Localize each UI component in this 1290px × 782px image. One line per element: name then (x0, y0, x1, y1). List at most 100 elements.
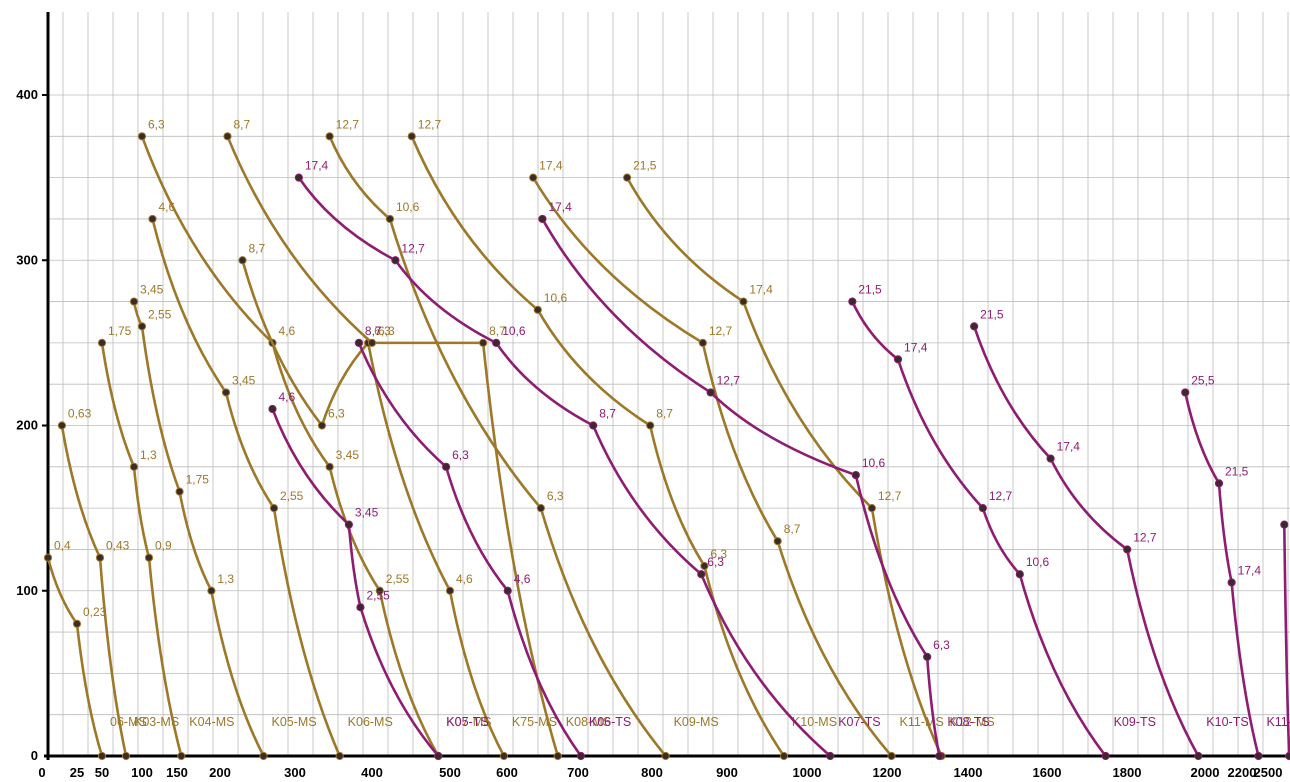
series-name: K05-MS (272, 715, 317, 729)
series-k08-ts: 17,4 12,7 10,6 6,3 K08-TS (538, 200, 990, 761)
y-tick-label: 100 (16, 583, 38, 598)
data-point (95, 553, 105, 562)
series-k04-ms: 1,75 1,3 0,9 K04-MS (97, 324, 234, 761)
point-label: 8,7 (489, 324, 506, 338)
point-label: 1,3 (140, 448, 157, 462)
series-k12-ms: 21,5 17,4 12,7 K12-MS (623, 159, 995, 761)
series-line (226, 135, 560, 757)
data-point (148, 214, 157, 224)
x-tick-label: 900 (716, 765, 738, 780)
point-label: 17,4 (548, 200, 572, 214)
x-tick-label: 1000 (793, 765, 822, 780)
point-label: 25,5 (1191, 373, 1215, 387)
data-point (553, 751, 562, 761)
data-point (1181, 388, 1190, 397)
data-point (1214, 479, 1224, 488)
y-tick-label: 300 (16, 252, 38, 267)
data-point (221, 388, 231, 397)
series-name: K11-TS (1266, 715, 1290, 729)
point-label: 6,3 (328, 407, 345, 421)
series-line (532, 176, 893, 757)
data-point (144, 553, 154, 562)
point-label: 12,7 (878, 489, 902, 503)
point-label: 4,6 (514, 572, 531, 586)
data-point (851, 470, 860, 480)
data-point (325, 132, 334, 141)
data-point (137, 132, 147, 141)
point-label: 4,6 (279, 324, 296, 338)
x-tick-label: 1200 (873, 765, 902, 780)
series-name: K10-TS (1206, 715, 1248, 729)
point-label: 0,63 (68, 407, 92, 421)
data-point (576, 751, 586, 761)
data-point (867, 504, 877, 513)
series-line (1183, 392, 1260, 757)
x-tick-label: 0 (38, 765, 45, 780)
series-line (541, 218, 941, 757)
data-point (700, 561, 709, 571)
data-point (538, 214, 547, 224)
point-label: 12,7 (336, 117, 360, 131)
data-point (177, 751, 186, 761)
point-label: 3,45 (232, 373, 256, 387)
data-point (1194, 751, 1203, 761)
x-tick-label: 1400 (954, 765, 983, 780)
x-tick-label: 800 (641, 765, 663, 780)
data-point (57, 421, 67, 430)
data-point (43, 553, 53, 562)
point-label: 0,43 (106, 539, 130, 553)
x-tick-label: 2200 (1228, 765, 1257, 780)
series-line (357, 342, 582, 757)
point-label: 12,7 (401, 241, 425, 255)
x-tick-label: 500 (439, 765, 461, 780)
point-label: 12,7 (1133, 530, 1157, 544)
data-point (367, 338, 377, 347)
point-label: 6,3 (933, 638, 950, 652)
data-point (97, 751, 107, 761)
data-point (1123, 545, 1132, 554)
data-point (697, 570, 706, 579)
data-point (848, 297, 857, 306)
series-k09-ms: 12,7 10,6 6,3 K09-MS (325, 117, 719, 761)
series-k09-ts: 21,5 17,4 12,7 10,6 K09-TS (848, 283, 1156, 761)
data-point (238, 256, 247, 265)
data-point (294, 173, 303, 182)
x-tick-label: 1600 (1033, 765, 1062, 780)
series-line (972, 325, 1200, 757)
data-point (1046, 454, 1055, 463)
point-label: 0,9 (155, 539, 172, 553)
series-name: K07-MS (446, 715, 491, 729)
data-point (536, 504, 545, 513)
data-point (129, 462, 139, 471)
data-point (887, 751, 896, 761)
series-k07-ms: 6,3 4,6 3,45 2,55 K07-MS (137, 117, 491, 761)
data-point (72, 619, 82, 628)
data-point (1280, 520, 1289, 529)
series-line (60, 425, 128, 757)
data-point (503, 586, 512, 595)
point-label: 0,4 (54, 539, 71, 553)
series-name: K05-TS (446, 715, 488, 729)
point-label: 6,3 (547, 489, 564, 503)
data-point (356, 603, 365, 612)
data-point (407, 132, 416, 141)
point-label: 8,7 (249, 241, 266, 255)
point-label: 3,45 (336, 448, 360, 462)
series-line (851, 301, 1107, 757)
series-line (328, 135, 667, 757)
point-label: 6,3 (148, 117, 165, 131)
data-point (442, 462, 451, 471)
series-name: K11-MS (900, 715, 944, 729)
axes (44, 12, 1290, 760)
series-k05-ms: 3,45 2,55 1,75 1,3 K05-MS (129, 283, 317, 761)
point-label: 8,7 (365, 324, 382, 338)
point-label: 12,7 (709, 324, 733, 338)
series-line (151, 218, 341, 757)
series-k06-ms: 4,6 3,45 2,55 K06-MS (148, 200, 393, 761)
x-tick-label: 200 (209, 765, 231, 780)
point-label: 17,4 (1057, 440, 1081, 454)
point-label: 8,7 (599, 407, 616, 421)
